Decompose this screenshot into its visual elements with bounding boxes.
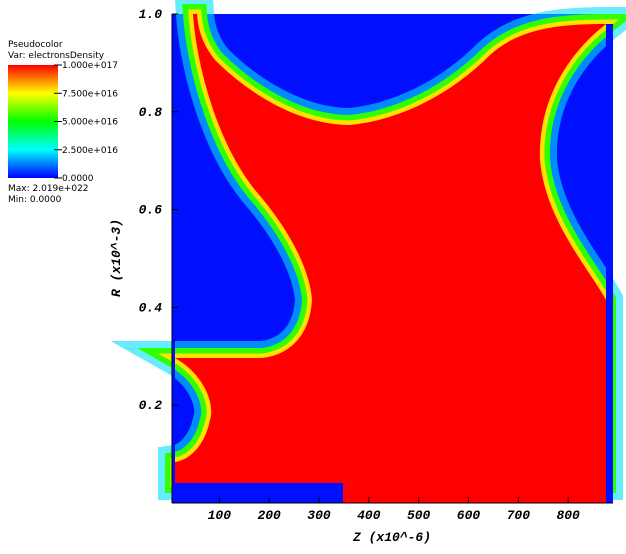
x-tick-label: 200 bbox=[257, 508, 281, 523]
x-tick-label: 700 bbox=[507, 508, 531, 523]
x-tick-label: 100 bbox=[208, 508, 232, 523]
y-tick-label: 1.0 bbox=[139, 7, 163, 22]
colorbar-tick-label: 2.500e+016 bbox=[62, 146, 118, 156]
legend-max: Max: 2.019e+022 bbox=[8, 184, 89, 194]
legend-title: Pseudocolor bbox=[8, 40, 63, 50]
legend-min: Min: 0.0000 bbox=[8, 195, 62, 205]
colorbar-tick-label: 5.000e+016 bbox=[62, 118, 118, 128]
colorbar-tick-label: 7.500e+016 bbox=[62, 89, 118, 99]
x-tick-label: 600 bbox=[457, 508, 481, 523]
colorbar-tick-label: 0.0000 bbox=[62, 174, 94, 184]
x-tick-label: 800 bbox=[556, 508, 580, 523]
y-tick-label: 0.8 bbox=[139, 105, 163, 120]
field bbox=[172, 14, 613, 503]
colorbar-tick-label: 1.000e+017 bbox=[62, 61, 118, 71]
x-tick-label: 300 bbox=[307, 508, 331, 523]
y-tick-label: 0.2 bbox=[139, 398, 163, 413]
y-tick-label: 0.6 bbox=[139, 203, 163, 218]
y-axis-label: R (x10^-3) bbox=[109, 219, 124, 297]
x-tick-label: 500 bbox=[407, 508, 431, 523]
x-tick-label: 400 bbox=[357, 508, 381, 523]
colorbar bbox=[8, 65, 58, 178]
y-tick-label: 0.4 bbox=[139, 300, 163, 315]
legend-variable: Var: electronsDensity bbox=[8, 51, 105, 61]
x-axis-label: Z (x10^-6) bbox=[352, 530, 431, 545]
